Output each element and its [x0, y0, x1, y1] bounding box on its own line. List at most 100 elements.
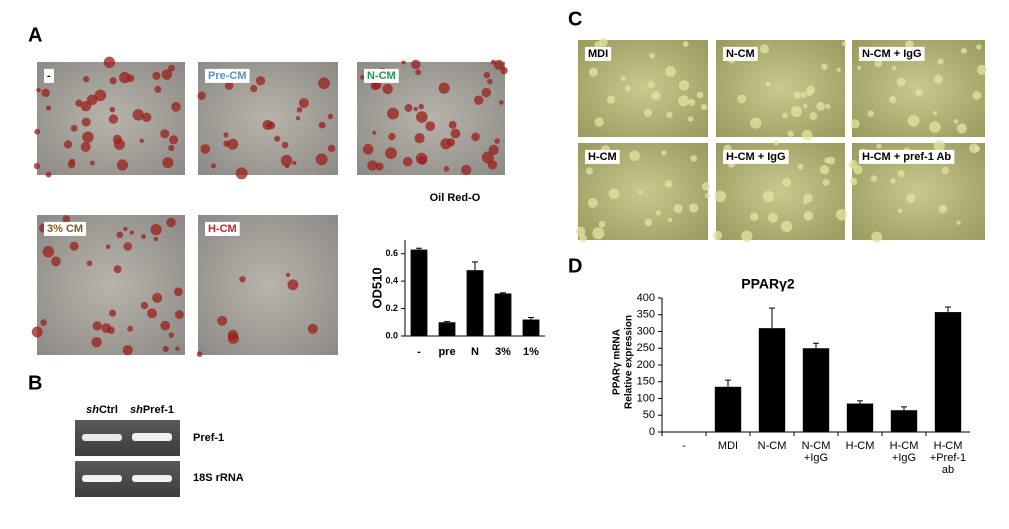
cell-spot	[767, 212, 778, 223]
cell-spot	[678, 80, 690, 91]
cell-spot	[108, 114, 119, 124]
y-tick-label: 300	[637, 325, 655, 337]
image-label: N-CM	[726, 48, 755, 60]
label-box	[364, 68, 399, 83]
x-tick-label: N-CM	[757, 440, 787, 452]
cell-spot	[643, 108, 653, 117]
image-label: Pre-CM	[208, 70, 247, 82]
cell-spot	[129, 230, 134, 235]
cell-spot	[296, 106, 303, 113]
cell-spot	[168, 144, 175, 152]
cell-spot	[876, 143, 882, 149]
cell-spot	[295, 116, 301, 121]
cell-spot	[825, 103, 831, 109]
cell-spot	[285, 272, 291, 277]
image-label: -	[47, 70, 51, 82]
cell-spot	[488, 144, 499, 155]
cell-spot	[210, 163, 216, 169]
cell-spot	[473, 95, 484, 105]
cell-spot	[809, 112, 818, 121]
label-box	[205, 221, 240, 236]
bar	[714, 386, 742, 432]
cell-spot	[827, 156, 836, 165]
cell-spot	[822, 179, 830, 187]
cell-spot	[414, 133, 425, 144]
cell-spot	[891, 65, 897, 71]
cell-spot	[665, 66, 677, 77]
cell-spot	[938, 204, 948, 214]
cell-spot	[498, 100, 504, 105]
cell-spot	[160, 320, 171, 331]
lane-label: shCtrl	[86, 404, 118, 416]
cell-spot	[235, 167, 248, 180]
cell-spot	[651, 91, 661, 101]
x-tick-label: N-CM +IgG	[801, 440, 831, 464]
cell-spot	[318, 121, 326, 129]
cell-spot	[140, 301, 149, 310]
cell-spot	[787, 130, 794, 137]
gel-band	[132, 433, 172, 441]
cell-spot	[701, 103, 708, 111]
cell-spot	[629, 150, 640, 161]
cell-spot	[103, 56, 116, 68]
cell-spot	[897, 170, 905, 178]
cell-spot	[105, 244, 111, 249]
cell-spot	[741, 230, 753, 242]
cell-spot	[31, 326, 43, 338]
cell-spot	[80, 141, 91, 153]
cell-spot	[821, 63, 828, 70]
cell-spot	[162, 345, 169, 353]
cell-spot	[161, 69, 173, 80]
cell-spot	[483, 71, 491, 79]
cell-spot	[150, 223, 162, 236]
cell-spot	[803, 193, 813, 203]
cell-spot	[481, 87, 492, 98]
cell-spot	[64, 140, 73, 149]
cell-spot	[450, 128, 461, 139]
cell-spot	[972, 90, 982, 100]
cell-spot	[298, 97, 310, 108]
cell-spot	[287, 279, 299, 291]
cell-spot	[94, 89, 107, 102]
cell-spot	[89, 160, 95, 166]
image-layer: - Pre-CM N-CM 3% CM H-CM MDI N-CM N-CM + IgG H-C…	[31, 37, 987, 357]
bar	[934, 312, 962, 432]
bar	[410, 249, 428, 336]
bar	[890, 410, 918, 432]
cell-spot	[36, 87, 41, 93]
cell-spot	[91, 336, 102, 348]
cell-spot	[649, 52, 656, 59]
cell-spot	[696, 91, 704, 99]
cell-spot	[292, 160, 297, 166]
cell-spot	[870, 175, 878, 182]
micrograph	[37, 215, 185, 355]
cell-spot	[933, 111, 938, 116]
cell-spot	[239, 276, 246, 283]
cell-spot	[750, 212, 759, 221]
gel-band	[132, 475, 172, 482]
x-tick-label: -	[417, 346, 421, 358]
cell-spot	[171, 101, 181, 112]
cell-spot	[644, 218, 653, 227]
gel-band	[82, 434, 122, 441]
cell-spot	[175, 346, 180, 351]
cell-spot	[382, 83, 393, 95]
cell-spot	[127, 325, 134, 332]
cell-spot	[152, 292, 163, 303]
cell-spot	[255, 76, 266, 86]
cell-spot	[70, 124, 78, 132]
cell-spot	[315, 153, 328, 166]
cell-spot	[375, 162, 384, 171]
chart-title: Oil Red-O	[430, 192, 481, 204]
y-tick-label: 100	[637, 392, 655, 404]
cell-spot	[682, 41, 689, 48]
bar	[802, 348, 830, 432]
cell-spot	[803, 200, 808, 205]
cell-spot	[448, 120, 457, 129]
cell-spot	[438, 82, 450, 94]
cell-spot	[896, 77, 906, 87]
cell-spot	[327, 113, 334, 120]
band-label: 18S rRNA	[193, 472, 244, 484]
lane-prefix: sh	[130, 404, 143, 416]
y-tick-label: 0.4	[385, 276, 398, 286]
